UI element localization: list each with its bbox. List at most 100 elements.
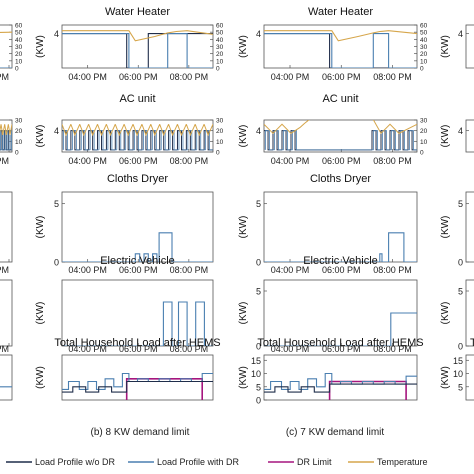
- axes-frame: [263, 24, 418, 69]
- y-axis-label: (KW): [440, 125, 451, 148]
- plot-area: [0, 124, 12, 151]
- x-tick-label: 06:00 PM: [119, 72, 158, 82]
- subplot-title: Total Household Load after HEMS: [54, 337, 220, 349]
- y-tick-label: 0: [256, 396, 261, 406]
- subplot-title: Tot: [470, 337, 474, 349]
- y-right-tick-label: 0: [15, 66, 19, 73]
- axes-frame: [0, 279, 13, 347]
- plot-area: [62, 301, 213, 346]
- x-tick-label: 08:00 PM: [373, 265, 412, 275]
- y-right-tick-label: 40: [15, 37, 23, 44]
- subplot-c-total-load: Total Household Load after HEMS (KW) 0 5 10 1…: [238, 337, 424, 406]
- series-temperature: [62, 30, 213, 42]
- axes-frame: [61, 24, 214, 69]
- y-right-tick-label: 30: [216, 44, 224, 51]
- y-axis-label: (KW): [238, 35, 249, 58]
- plot-area: [62, 372, 213, 400]
- y-tick-label: 0: [256, 342, 261, 352]
- y-tick-label: 10: [251, 369, 261, 379]
- y-tick-label: 4: [458, 29, 463, 39]
- y-right-tick-label: 10: [15, 58, 23, 65]
- axes-frame: [61, 279, 214, 347]
- axes-frame: [263, 191, 418, 263]
- y-tick-label: 0: [54, 258, 59, 268]
- subplot-b-cloths-dryer: Cloths Dryer (KW) 0 5 04:00 PM 06:00 PM 08:00 …: [35, 173, 214, 275]
- y-tick-label: 4: [458, 126, 463, 136]
- subplot-title: Cloths Dryer: [107, 173, 168, 185]
- y-right-tick-label: 20: [420, 51, 428, 58]
- x-tick-label: 04:00 PM: [271, 72, 310, 82]
- y-axis-label: (KW): [440, 366, 451, 389]
- y-right-tick-label: 30: [420, 118, 428, 125]
- x-tick-label: 08:00 PM: [373, 72, 412, 82]
- y-tick-label: 5: [458, 382, 463, 392]
- x-tick-label: 04:00 PM: [68, 72, 107, 82]
- subplot-a-partial-row2: 0 PM: [0, 191, 13, 275]
- y-right-tick-label: 30: [15, 118, 23, 125]
- series-temperature: [0, 31, 12, 34]
- legend: Load Profile w/o DR Load Profile with DR…: [6, 457, 428, 467]
- y-axis-label: (KW): [440, 302, 451, 325]
- legend-label-temperature: Temperature: [377, 457, 428, 467]
- x-tick-label: 08:00 PM: [170, 265, 209, 275]
- subplot-a-partial-row3: 0 PM: [0, 279, 13, 354]
- y-right-tick-label: 30: [420, 44, 428, 51]
- plot-area: [264, 372, 417, 400]
- axes-frame: [0, 191, 13, 263]
- x-tick-label: 04:00 PM: [271, 265, 310, 275]
- y-right-tick-label: 0: [216, 150, 220, 157]
- y-axis-label: (KW): [238, 125, 249, 148]
- x-tick-label: 08:00 PM: [170, 156, 209, 166]
- x-tick-label: 08:00 PM: [170, 72, 209, 82]
- x-tick-label: 08:00 PM: [373, 344, 412, 354]
- y-right-tick-label: 0: [420, 150, 424, 157]
- y-axis-label: (KW): [440, 35, 451, 58]
- y-tick-label: 4: [256, 126, 261, 136]
- subplot-d-partial-row2: (KW) 0 5: [440, 191, 474, 268]
- series-temperature: [62, 124, 213, 137]
- y-axis-label: (KW): [35, 302, 46, 325]
- plot-area: [264, 120, 417, 151]
- y-tick-label: 0: [458, 342, 463, 352]
- series-without-dr: [62, 380, 213, 393]
- x-tick-label: 06:00 PM: [322, 156, 361, 166]
- y-right-tick-label: 0: [420, 66, 424, 73]
- subplot-c-cloths-dryer: Cloths Dryer (KW) 0 5 04:00 PM 06:00 PM 08:00 …: [238, 173, 418, 275]
- x-tick-label: 04:00 PM: [271, 344, 310, 354]
- y-axis-label: (KW): [440, 216, 451, 239]
- y-axis-label: (KW): [238, 366, 249, 389]
- y-axis-label: (KW): [35, 366, 46, 389]
- y-right-tick-label: 40: [216, 37, 224, 44]
- y-tick-label: 0: [458, 258, 463, 268]
- axes-frame: [61, 191, 214, 263]
- x-tick-label: 08:00 PM: [170, 344, 209, 354]
- series-temperature: [264, 30, 417, 42]
- x-tick-label: 04:00 PM: [68, 344, 107, 354]
- axes-frame: [263, 354, 418, 401]
- subplot-c-ac-unit: AC unit (KW) 4 0 10 20 30 04:00 PM 06:00 PM 08:00…: [238, 93, 428, 166]
- y-tick-label: 5: [256, 199, 261, 209]
- y-right-tick-label: 10: [216, 139, 224, 146]
- legend-label-dr-limit: DR Limit: [297, 457, 332, 467]
- axes-frame: [465, 119, 474, 153]
- y-tick-label: 15: [251, 356, 261, 366]
- subplot-d-partial-row0: (KW) 4: [440, 24, 474, 69]
- x-tick-label: 06:00 PM: [322, 72, 361, 82]
- y-axis-label: (KW): [35, 216, 46, 239]
- subplot-title: AC unit: [119, 93, 155, 105]
- y-right-tick-label: 60: [15, 23, 23, 30]
- x-tick-label: 06:00 PM: [322, 265, 361, 275]
- subplot-d-partial-row4: Tot (KW) 5 10 15: [440, 337, 474, 401]
- y-tick-label: 5: [256, 287, 261, 297]
- legend-label-without-dr: Load Profile w/o DR: [35, 457, 116, 467]
- subplot-title: Electric Vehicle: [303, 255, 378, 267]
- subplot-title: Electric Vehicle: [100, 255, 175, 267]
- series-with-dr: [0, 130, 12, 151]
- series-with-dr: [62, 232, 213, 262]
- axes-frame: [465, 24, 474, 69]
- series-temperature: [264, 120, 417, 135]
- y-right-tick-label: 30: [15, 44, 23, 51]
